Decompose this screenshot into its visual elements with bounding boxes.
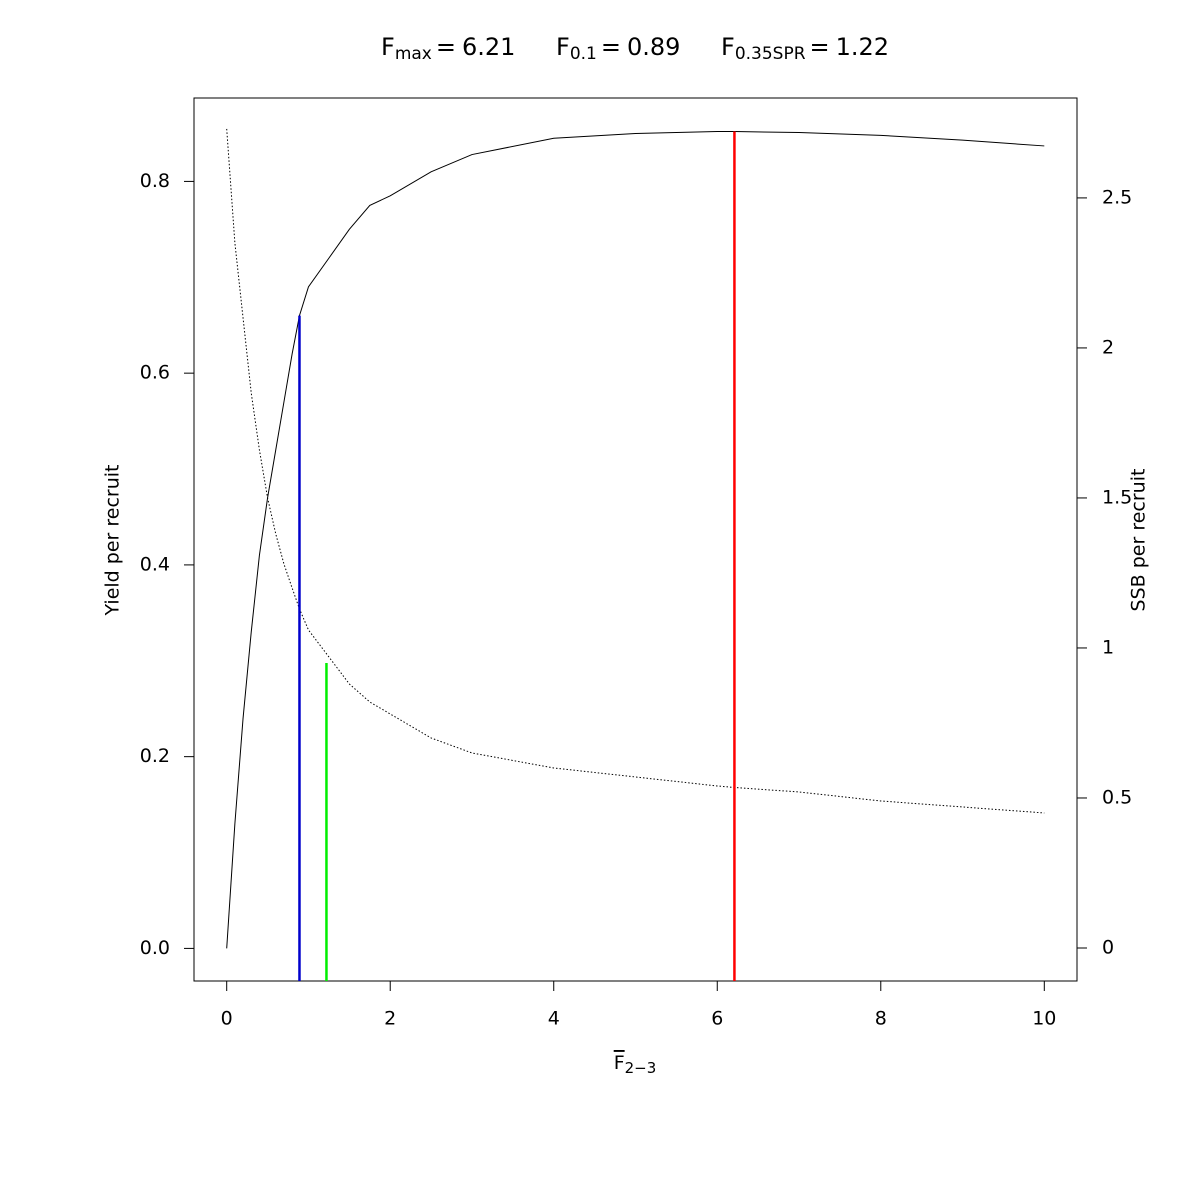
title-separator: =	[810, 33, 830, 61]
y2-tick-label: 0	[1102, 936, 1114, 958]
title-part: F0.35SPR = 1.22	[721, 33, 889, 64]
title-separator: =	[601, 33, 621, 61]
title-subscript: max	[395, 44, 432, 64]
title-symbol: F	[556, 33, 570, 61]
x-tick-label: 10	[1032, 1008, 1056, 1030]
title-value: 0.89	[627, 33, 680, 61]
y2-tick-label: 2.5	[1102, 186, 1132, 208]
title-subscript: 0.1	[570, 44, 597, 64]
y-tick-label: 0.2	[140, 745, 170, 767]
x-tick-label: 0	[221, 1008, 233, 1030]
title-separator: =	[436, 33, 456, 61]
title-value: 6.21	[462, 33, 515, 61]
y-tick-label: 0.4	[140, 553, 170, 575]
y-tick-label: 0.8	[140, 170, 170, 192]
title-value: 1.22	[836, 33, 889, 61]
y2-axis-label: SSB per recruit	[1128, 469, 1150, 612]
y2-tick-label: 2	[1102, 336, 1114, 358]
title-subscript: 0.35SPR	[735, 44, 806, 64]
plot-frame	[193, 97, 1078, 982]
x-axis-label-sub: 2−3	[625, 1059, 657, 1077]
y2-tick-label: 0.5	[1102, 786, 1132, 808]
x-axis-label-main: F	[614, 1052, 625, 1074]
curve	[226, 128, 1045, 814]
title-part: F0.1 = 0.89	[556, 33, 680, 64]
title-symbol: F	[381, 33, 395, 61]
y-axis-label: Yield per recruit	[102, 465, 124, 617]
y-tick-label: 0.0	[140, 937, 170, 959]
x-tick-label: 8	[875, 1008, 887, 1030]
x-tick-label: 6	[711, 1008, 723, 1030]
title-symbol: F	[721, 33, 735, 61]
y-tick-label: 0.6	[140, 362, 170, 384]
title-part: Fmax = 6.21	[381, 33, 515, 64]
x-tick-label: 4	[548, 1008, 560, 1030]
y2-tick-label: 1.5	[1102, 486, 1132, 508]
y2-tick-label: 1	[1102, 636, 1114, 658]
x-tick-label: 2	[384, 1008, 396, 1030]
curve	[226, 131, 1045, 949]
x-axis-label: F2−3	[614, 1052, 657, 1077]
